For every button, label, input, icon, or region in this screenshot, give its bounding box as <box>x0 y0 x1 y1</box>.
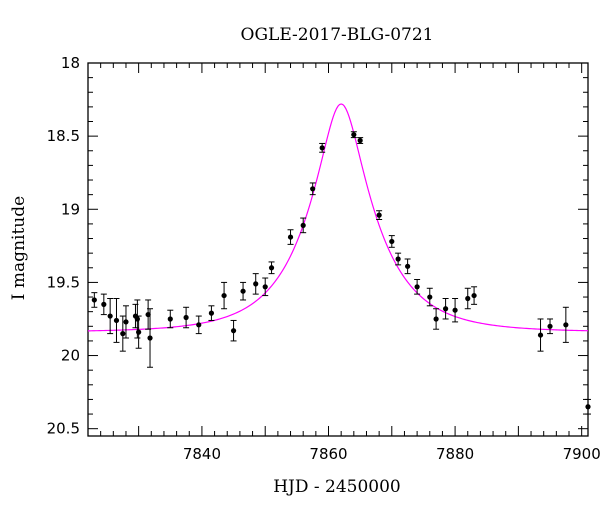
data-point <box>167 316 173 322</box>
x-tick-label: 7840 <box>183 445 221 463</box>
model-curve <box>87 103 589 332</box>
data-point <box>101 301 107 307</box>
data-point <box>585 404 591 410</box>
data-point <box>471 292 477 299</box>
y-tick-label: 19.5 <box>47 273 80 291</box>
data-point <box>300 222 306 228</box>
data-point <box>465 295 471 302</box>
data-point <box>395 256 401 262</box>
y-tick-label: 19 <box>61 200 80 218</box>
data-point <box>452 307 458 313</box>
data-point <box>405 263 411 269</box>
data-point <box>351 132 357 138</box>
data-point <box>147 335 153 341</box>
data-point <box>547 323 553 329</box>
data-point <box>287 234 294 240</box>
data-point <box>208 310 215 316</box>
data-point <box>357 137 363 144</box>
data-point <box>136 329 142 335</box>
data-point <box>183 314 189 321</box>
data-point <box>319 145 325 151</box>
data-point <box>414 284 420 290</box>
data-point <box>433 316 439 322</box>
data-point <box>196 322 202 328</box>
data-point <box>230 328 237 334</box>
data-point <box>221 292 227 299</box>
data-point <box>268 265 275 271</box>
data-point <box>253 281 259 287</box>
data-point <box>310 186 316 192</box>
y-tick-label: 20 <box>61 347 80 365</box>
data-point <box>442 306 449 312</box>
data-point <box>537 332 544 338</box>
y-tick-label: 20.5 <box>47 420 80 438</box>
data-point <box>376 212 382 218</box>
x-tick-label: 7860 <box>309 445 347 463</box>
data-point <box>427 294 433 300</box>
plot-area: 7840 7860 7880 7900 18 18.5 19 19.5 20 20.5 <box>47 54 600 463</box>
data-point <box>240 288 246 294</box>
x-tick-label: 7900 <box>563 445 600 463</box>
data-point <box>120 331 126 337</box>
data-point <box>123 319 129 325</box>
data-point <box>145 311 151 318</box>
data-point <box>134 316 140 322</box>
y-tick-label: 18 <box>61 54 80 72</box>
y-tick-label: 18.5 <box>47 127 80 145</box>
x-tick-label: 7880 <box>436 445 474 463</box>
chart-title: OGLE-2017-BLG-0721 <box>241 25 434 45</box>
plot-frame <box>87 62 589 437</box>
data-point <box>113 317 120 324</box>
data-point <box>389 238 395 245</box>
data-point <box>107 313 113 319</box>
y-axis-label: I magnitude <box>9 196 29 300</box>
x-axis-label: HJD - 2450000 <box>273 477 401 497</box>
data-point <box>563 322 569 328</box>
data-point <box>262 284 268 290</box>
data-point <box>91 297 97 303</box>
